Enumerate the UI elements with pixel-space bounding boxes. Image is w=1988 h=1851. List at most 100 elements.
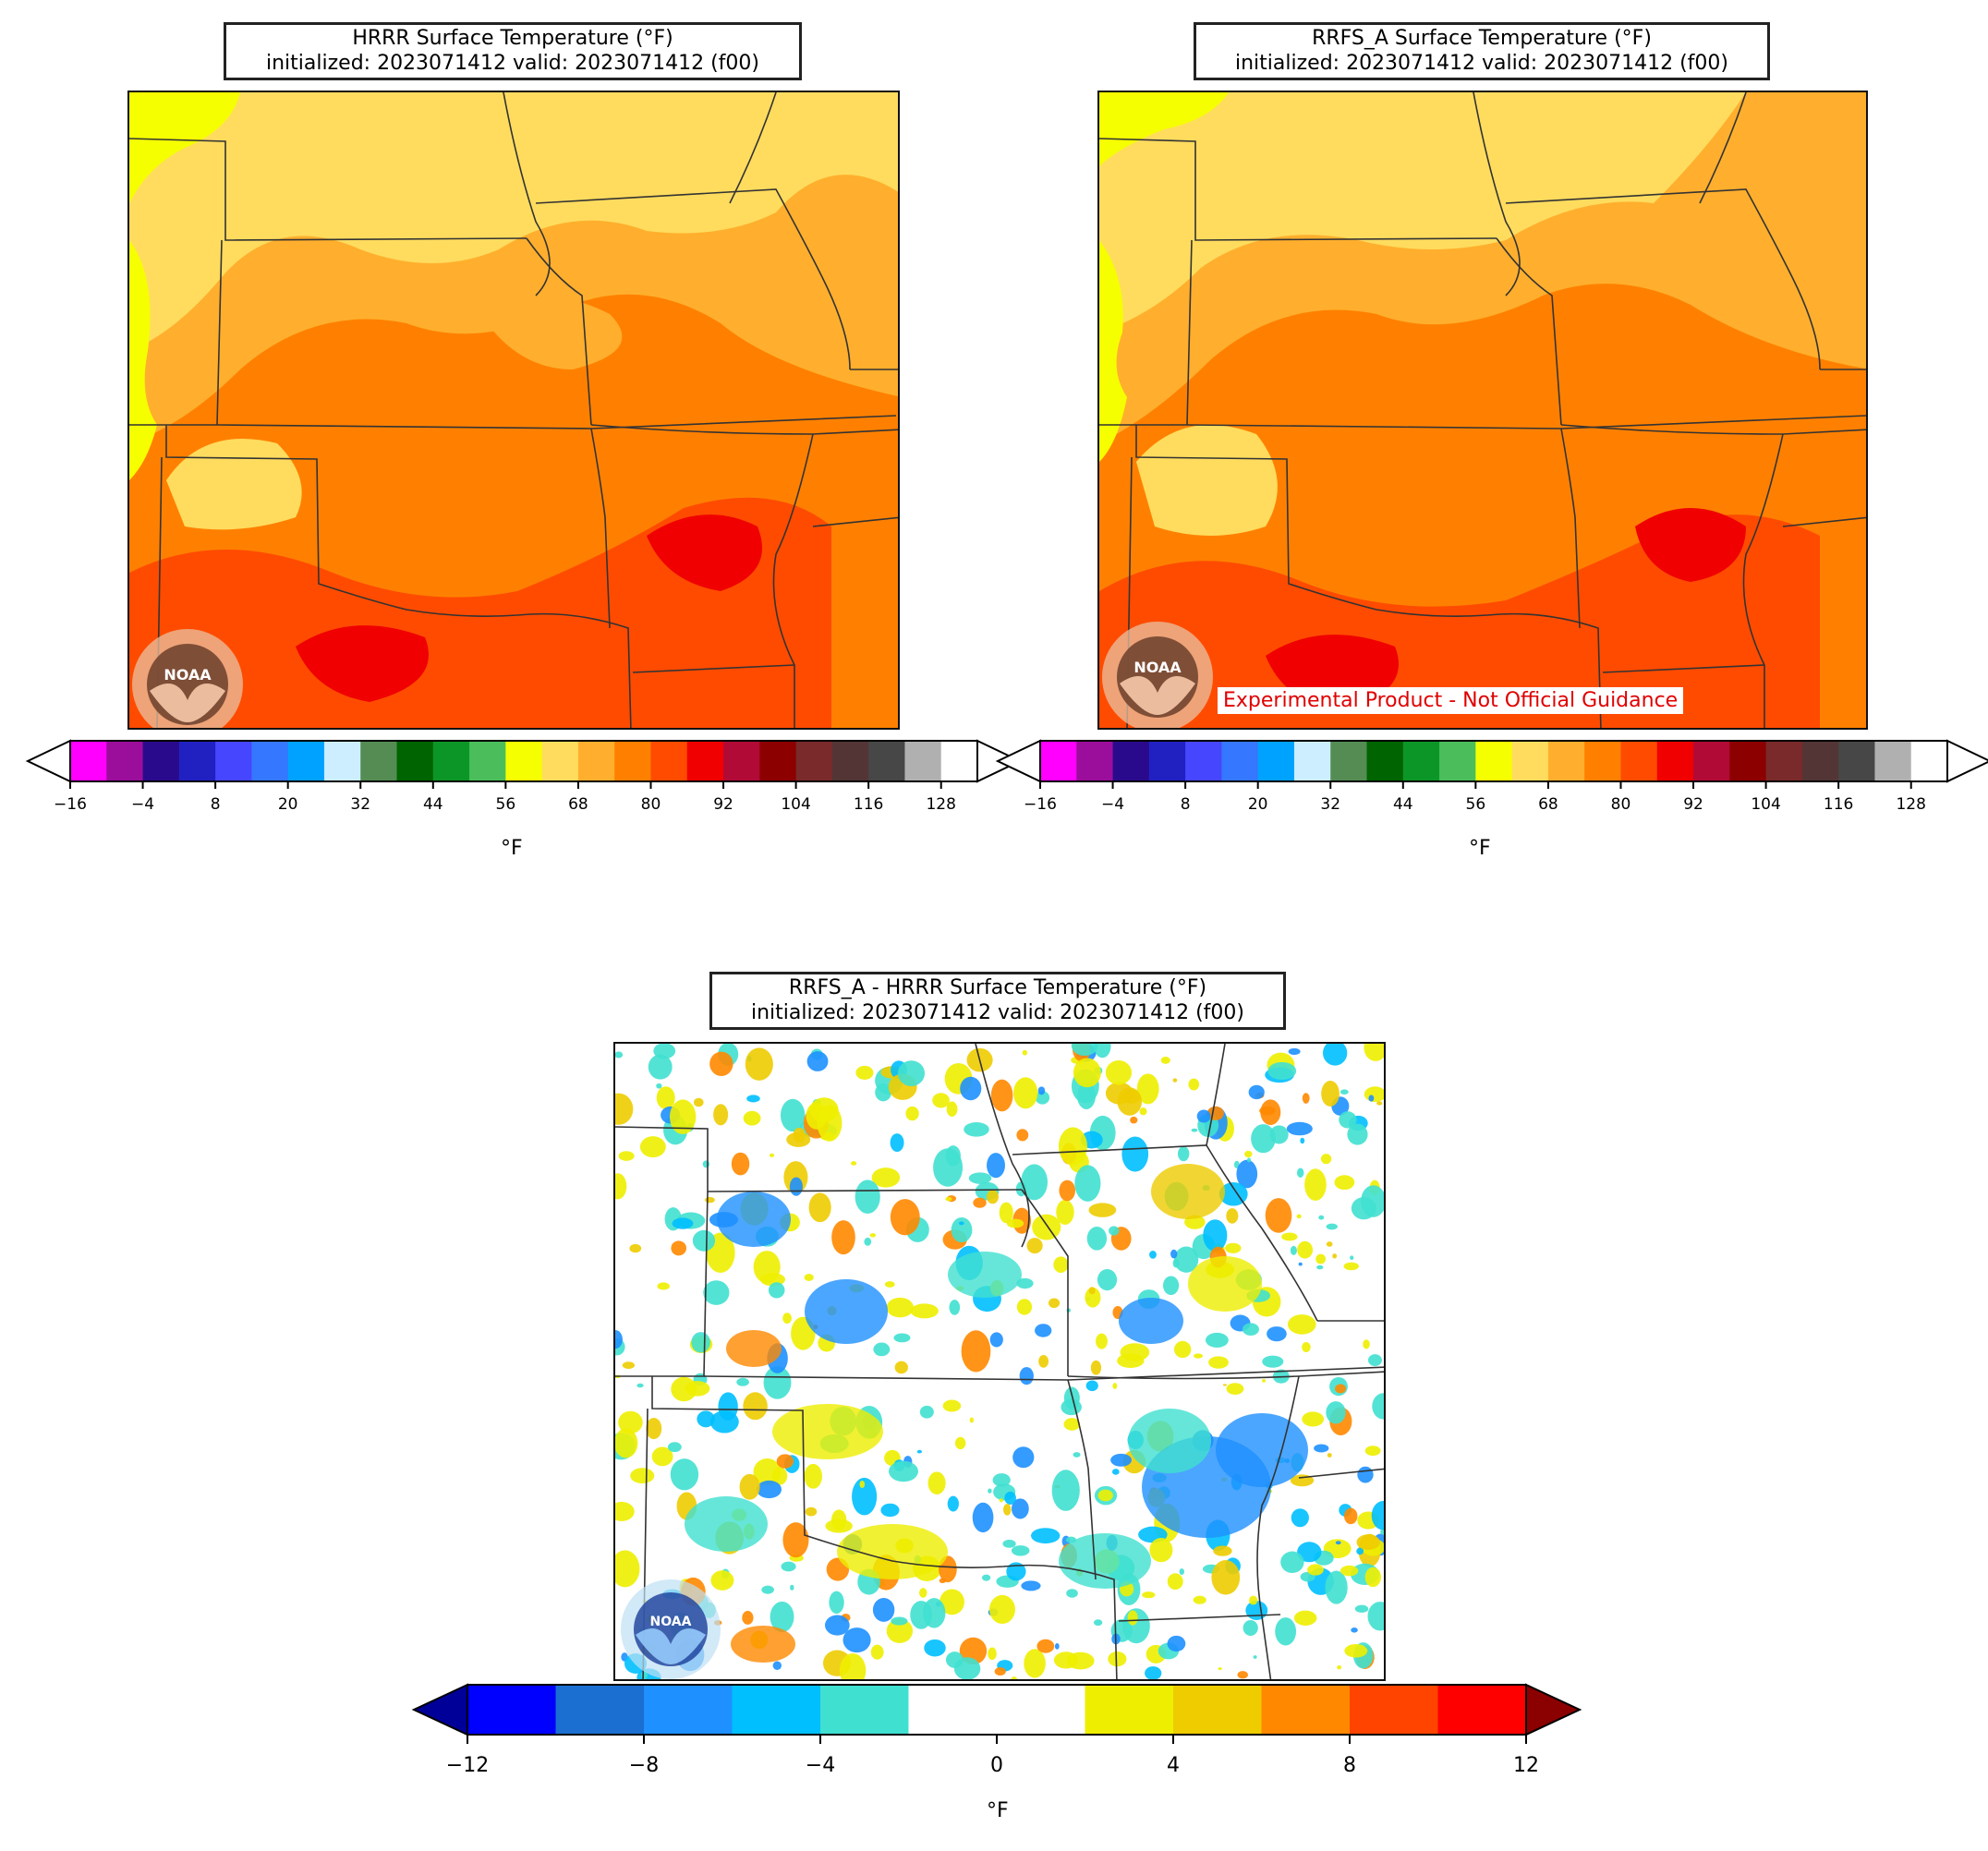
rrfs-colorbar-color-cell — [1693, 741, 1730, 781]
hrrr-colorbar-color-cell — [723, 741, 760, 781]
diff-colorbar-color-cell — [644, 1685, 733, 1735]
hrrr-colorbar-tick-label: −4 — [131, 795, 154, 814]
svg-text:NOAA: NOAA — [650, 1615, 692, 1629]
diff-colorbar-color-cell — [997, 1685, 1085, 1735]
rrfs-colorbar-tick-label: 44 — [1393, 795, 1413, 814]
rrfs-title-line2: initialized: 2023071412 valid: 202307141… — [1235, 52, 1728, 75]
rrfs-colorbar-tick-label: 8 — [1181, 795, 1191, 814]
diff-colorbar-tick-label: 0 — [990, 1754, 1003, 1777]
rrfs-colorbar-color-cell — [1185, 741, 1222, 781]
hrrr-colorbar-unit: °F — [501, 837, 523, 860]
diff-colorbar-color-cell — [1261, 1685, 1351, 1735]
rrfs-title: RRFS_A Surface Temperature (°F) initiali… — [1194, 22, 1770, 80]
rrfs-temperature-map: NOAA Experimental Product - Not Official… — [1097, 91, 1868, 730]
hrrr-colorbar-color-cell — [614, 741, 651, 781]
diff-colorbar: −12 −8 −4 0 4 8 12 — [406, 1681, 1589, 1801]
rrfs-colorbar-under-arrow — [995, 739, 1041, 783]
hrrr-colorbar-tick-label: 20 — [278, 795, 298, 814]
hrrr-colorbar-color-cell — [650, 741, 688, 781]
hrrr-colorbar-color-cell — [251, 741, 289, 781]
rrfs-colorbar-tick-label: 20 — [1248, 795, 1268, 814]
diff-colorbar-color-cell — [1173, 1685, 1262, 1735]
hrrr-colorbar-color-cell — [70, 741, 107, 781]
rrfs-colorbar-color-cell — [1874, 741, 1912, 781]
hrrr-temperature-map: NOAA — [127, 91, 900, 730]
diff-colorbar-unit: °F — [987, 1799, 1009, 1822]
hrrr-colorbar-color-cell — [868, 741, 905, 781]
rrfs-colorbar-tick-label: 128 — [1896, 795, 1925, 814]
rrfs-colorbar-color-cell — [1838, 741, 1875, 781]
rrfs-colorbar-color-cell — [1221, 741, 1259, 781]
svg-text:NOAA: NOAA — [1133, 659, 1182, 676]
diff-colorbar-tick-label: −8 — [629, 1754, 659, 1777]
rrfs-title-line1: RRFS_A Surface Temperature (°F) — [1312, 27, 1652, 50]
rrfs-colorbar-tick-label: 56 — [1466, 795, 1486, 814]
rrfs-colorbar-tick-label: 80 — [1611, 795, 1631, 814]
diff-colorbar-under-arrow — [411, 1683, 468, 1736]
hrrr-colorbar-color-cell — [795, 741, 833, 781]
diff-colorbar-color-cell — [820, 1685, 909, 1735]
rrfs-colorbar-color-cell — [1729, 741, 1767, 781]
hrrr-colorbar-tick-label: 116 — [854, 795, 883, 814]
diff-temperature-field — [615, 1044, 1384, 1679]
hrrr-colorbar-color-cell — [469, 741, 506, 781]
diff-temperature-map: NOAA — [613, 1042, 1386, 1681]
hrrr-colorbar-under-arrow — [25, 739, 71, 783]
hrrr-colorbar-color-cell — [432, 741, 470, 781]
hrrr-temperature-colorbar: −16 −4 8 20 32 44 56 68 80 92 104 116 128 — [25, 739, 1023, 868]
rrfs-colorbar-color-cell — [1112, 741, 1150, 781]
diff-title-line1: RRFS_A - HRRR Surface Temperature (°F) — [788, 976, 1207, 999]
rrfs-colorbar-tick-label: 116 — [1824, 795, 1853, 814]
hrrr-colorbar-color-cell — [577, 741, 615, 781]
diff-title: RRFS_A - HRRR Surface Temperature (°F) i… — [709, 972, 1286, 1030]
rrfs-colorbar-color-cell — [1148, 741, 1186, 781]
rrfs-colorbar-color-cell — [1656, 741, 1694, 781]
rrfs-colorbar-color-cell — [1076, 741, 1114, 781]
rrfs-colorbar-color-cell — [1910, 741, 1948, 781]
diff-colorbar-color-cell — [1350, 1685, 1438, 1735]
diff-colorbar-color-cell — [732, 1685, 821, 1735]
rrfs-colorbar-color-cell — [1475, 741, 1513, 781]
diff-colorbar-color-cell — [1437, 1685, 1527, 1735]
diff-colorbar-tick-label: −12 — [446, 1754, 489, 1777]
hrrr-colorbar-color-cell — [396, 741, 434, 781]
rrfs-colorbar-tick-label: −4 — [1101, 795, 1124, 814]
rrfs-colorbar-over-arrow — [1946, 739, 1988, 783]
hrrr-colorbar-tick-label: 80 — [641, 795, 661, 814]
hrrr-colorbar-tick-label: −16 — [54, 795, 87, 814]
rrfs-colorbar-tick-label: 104 — [1751, 795, 1780, 814]
rrfs-colorbar-color-cell — [1765, 741, 1803, 781]
hrrr-colorbar-color-cell — [904, 741, 942, 781]
hrrr-colorbar-color-cell — [759, 741, 797, 781]
hrrr-title: HRRR Surface Temperature (°F) initialize… — [224, 22, 802, 80]
hrrr-colorbar-tick-label: 8 — [211, 795, 221, 814]
rrfs-colorbar-unit: °F — [1469, 837, 1491, 860]
hrrr-colorbar-color-cell — [178, 741, 216, 781]
hrrr-colorbar-color-cell — [287, 741, 325, 781]
hrrr-colorbar-color-cell — [541, 741, 579, 781]
rrfs-colorbar-color-cell — [1330, 741, 1368, 781]
diff-colorbar-color-cell — [467, 1685, 556, 1735]
noaa-logo-icon: NOAA — [129, 626, 246, 728]
rrfs-colorbar-color-cell — [1547, 741, 1585, 781]
hrrr-colorbar-color-cell — [831, 741, 869, 781]
diff-field-speckle — [615, 1044, 1384, 1679]
diff-colorbar-tick-label: −4 — [806, 1754, 835, 1777]
rrfs-colorbar-color-cell — [1584, 741, 1621, 781]
rrfs-colorbar-tick-label: 32 — [1320, 795, 1340, 814]
hrrr-title-line2: initialized: 2023071412 valid: 202307141… — [266, 52, 759, 75]
rrfs-colorbar-tick-label: −16 — [1024, 795, 1057, 814]
svg-text:NOAA: NOAA — [164, 666, 212, 684]
hrrr-colorbar-tick-label: 44 — [423, 795, 443, 814]
rrfs-colorbar-color-cell — [1366, 741, 1404, 781]
diff-colorbar-color-cell — [1085, 1685, 1174, 1735]
diff-colorbar-tick-label: 8 — [1343, 1754, 1356, 1777]
hrrr-colorbar-tick-label: 32 — [350, 795, 370, 814]
hrrr-colorbar-tick-label: 104 — [781, 795, 810, 814]
hrrr-colorbar-tick-label: 128 — [926, 795, 955, 814]
experimental-disclaimer: Experimental Product - Not Official Guid… — [1218, 687, 1684, 714]
diff-colorbar-color-cell — [555, 1685, 645, 1735]
rrfs-colorbar-color-cell — [1040, 741, 1077, 781]
hrrr-colorbar-color-cell — [106, 741, 144, 781]
hrrr-colorbar-color-cell — [505, 741, 543, 781]
